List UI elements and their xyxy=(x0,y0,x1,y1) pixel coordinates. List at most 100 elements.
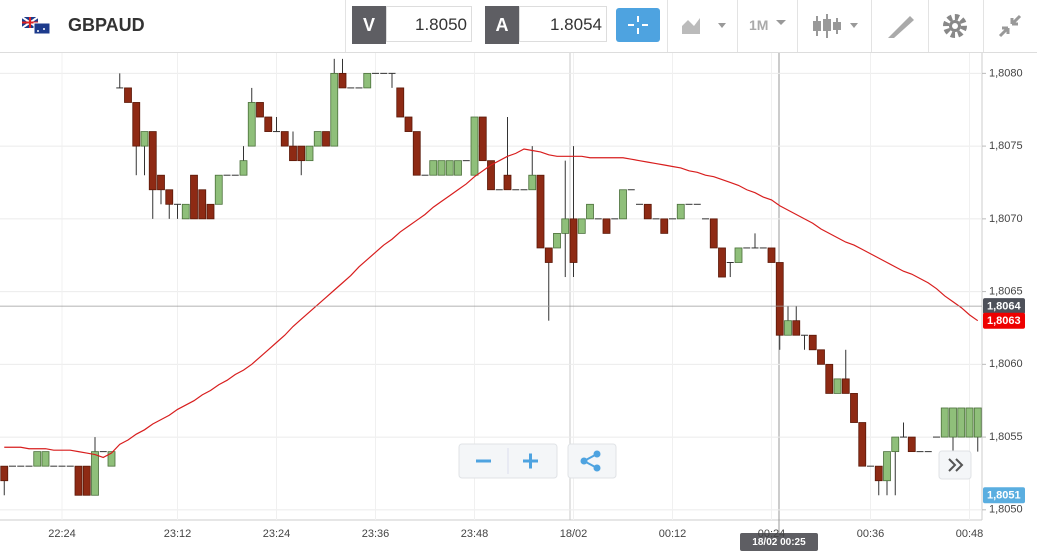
candle-body xyxy=(907,436,916,453)
price-label-box xyxy=(983,487,1025,504)
candle-body xyxy=(965,407,974,438)
candle-body xyxy=(528,174,537,191)
settings-button[interactable] xyxy=(941,12,969,40)
zoom-controls xyxy=(458,443,972,480)
buy-price[interactable]: 1.8054 xyxy=(519,6,607,42)
share-button[interactable] xyxy=(580,450,601,472)
separator xyxy=(871,0,872,52)
candle-body xyxy=(313,131,322,147)
buy-button[interactable]: A xyxy=(485,6,519,44)
x-tick-label: 18/02 xyxy=(560,528,588,540)
candle-body xyxy=(825,363,834,394)
candle-body xyxy=(239,160,248,176)
price-label: 1,8063 xyxy=(987,315,1021,327)
candle-body xyxy=(660,218,669,234)
candle-body xyxy=(619,189,627,220)
sell-price[interactable]: 1.8050 xyxy=(386,6,472,42)
candle-body xyxy=(734,247,743,263)
x-tick-label: 00:36 xyxy=(857,528,885,540)
candle-body xyxy=(957,407,966,438)
x-tick-label: 00:48 xyxy=(956,528,984,540)
candle-body xyxy=(544,247,553,263)
candle-body xyxy=(569,218,578,263)
candle-body xyxy=(874,465,883,482)
y-tick-label: 1,8070 xyxy=(989,213,1023,225)
candle-body xyxy=(536,174,545,249)
separator xyxy=(797,0,798,52)
candle-body xyxy=(487,160,495,191)
candle-body xyxy=(0,465,9,482)
candle-body xyxy=(949,407,957,438)
y-tick-label: 1,8055 xyxy=(989,431,1023,443)
crosshair-label-box xyxy=(740,533,818,551)
candle-body xyxy=(247,102,256,147)
timeframe[interactable]: 1M xyxy=(749,17,769,33)
sell-button[interactable]: V xyxy=(352,6,386,44)
candle-body xyxy=(792,320,801,336)
toolbar: GBPAUD V 1.8050 A 1.8054 1M xyxy=(0,0,1037,53)
candle-body xyxy=(124,87,132,103)
candle-body xyxy=(643,203,652,220)
candle-body xyxy=(709,218,718,249)
candle-body xyxy=(883,451,891,482)
chart-type-button[interactable] xyxy=(680,14,730,38)
candle-body xyxy=(454,160,462,176)
separator xyxy=(345,0,346,52)
price-label-box xyxy=(983,298,1025,315)
candle-body xyxy=(91,451,99,496)
candle-body xyxy=(33,451,42,467)
candle-body xyxy=(289,145,297,162)
candle-body xyxy=(503,174,512,191)
crosshair-button[interactable] xyxy=(616,8,660,42)
x-tick-label: 23:12 xyxy=(164,528,192,540)
candle-body xyxy=(363,72,372,89)
candle-body xyxy=(767,247,776,263)
candle-body xyxy=(429,160,438,176)
candle-body xyxy=(107,451,116,467)
candle-body xyxy=(577,218,586,234)
candle-body xyxy=(676,203,685,220)
price-label: 1,8064 xyxy=(987,301,1022,313)
candle-body xyxy=(817,349,825,365)
candle-body xyxy=(808,334,817,351)
candle-body xyxy=(602,218,611,234)
candle-body xyxy=(198,189,207,220)
candle-body xyxy=(891,436,900,453)
y-tick-label: 1,8065 xyxy=(989,285,1023,297)
moving-average-line xyxy=(4,148,979,459)
candle-body xyxy=(74,465,83,496)
candle-body xyxy=(833,378,842,394)
candle-body xyxy=(718,247,726,278)
candle-body xyxy=(784,320,792,336)
candle-body xyxy=(858,422,867,467)
collapse-button[interactable] xyxy=(996,12,1024,40)
flag-icon xyxy=(22,17,51,35)
candle-body xyxy=(305,145,314,162)
candle-body xyxy=(404,116,413,132)
zoom-in[interactable] xyxy=(523,453,538,469)
candle-body xyxy=(396,87,405,118)
candle-body xyxy=(338,72,347,89)
candle-body xyxy=(841,378,850,394)
candle-body xyxy=(478,116,487,162)
candle-body xyxy=(775,262,784,336)
x-tick-label: 23:48 xyxy=(461,528,489,540)
separator xyxy=(667,0,668,52)
separator xyxy=(928,0,929,52)
y-tick-label: 1,8050 xyxy=(989,504,1023,516)
candle-body xyxy=(973,407,982,438)
candle-body xyxy=(206,203,215,220)
price-label: 1,8051 xyxy=(987,490,1021,502)
y-tick-label: 1,8075 xyxy=(989,140,1023,152)
draw-button[interactable] xyxy=(886,12,916,40)
candle-body xyxy=(561,218,570,234)
candle-body xyxy=(437,160,446,176)
candle-body xyxy=(264,116,273,132)
symbol: GBPAUD xyxy=(68,15,145,35)
candle-body xyxy=(470,116,479,176)
candles-button[interactable] xyxy=(812,12,862,40)
candle-body xyxy=(148,131,157,191)
candle-body xyxy=(132,102,141,147)
x-tick-label: 23:36 xyxy=(362,528,390,540)
